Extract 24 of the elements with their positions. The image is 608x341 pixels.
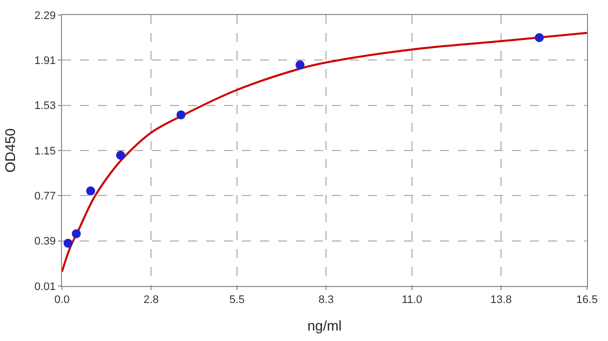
x-tick-label: 13.8 <box>490 294 512 306</box>
point <box>116 150 126 160</box>
y-tick-label: 0.77 <box>34 190 56 203</box>
point <box>72 229 81 238</box>
y-tick-label: 0.01 <box>34 280 56 293</box>
x-tick-label: 16.5 <box>576 294 598 306</box>
x-tick-label: 11.0 <box>402 294 422 306</box>
x-tick-label: 2.8 <box>143 294 159 306</box>
point <box>176 110 186 120</box>
y-tick-label: 1.91 <box>34 55 56 68</box>
point <box>534 33 544 42</box>
line-series <box>62 32 587 273</box>
point <box>64 238 73 248</box>
point <box>296 60 304 70</box>
y-tick-label: 0.39 <box>34 236 56 248</box>
point <box>86 186 96 196</box>
x-tick-label: 0.0 <box>54 294 70 306</box>
y-tick-label: 2.29 <box>34 10 56 22</box>
y-tick-label: 1.15 <box>34 145 56 158</box>
x-tick-label: 5.5 <box>229 294 245 306</box>
y-tick-label: 1.53 <box>34 100 56 112</box>
x-axis-title: ng/ml <box>307 318 342 334</box>
x-tick-label: 8.3 <box>318 294 334 306</box>
y-axis-title: OD450 <box>2 128 18 173</box>
